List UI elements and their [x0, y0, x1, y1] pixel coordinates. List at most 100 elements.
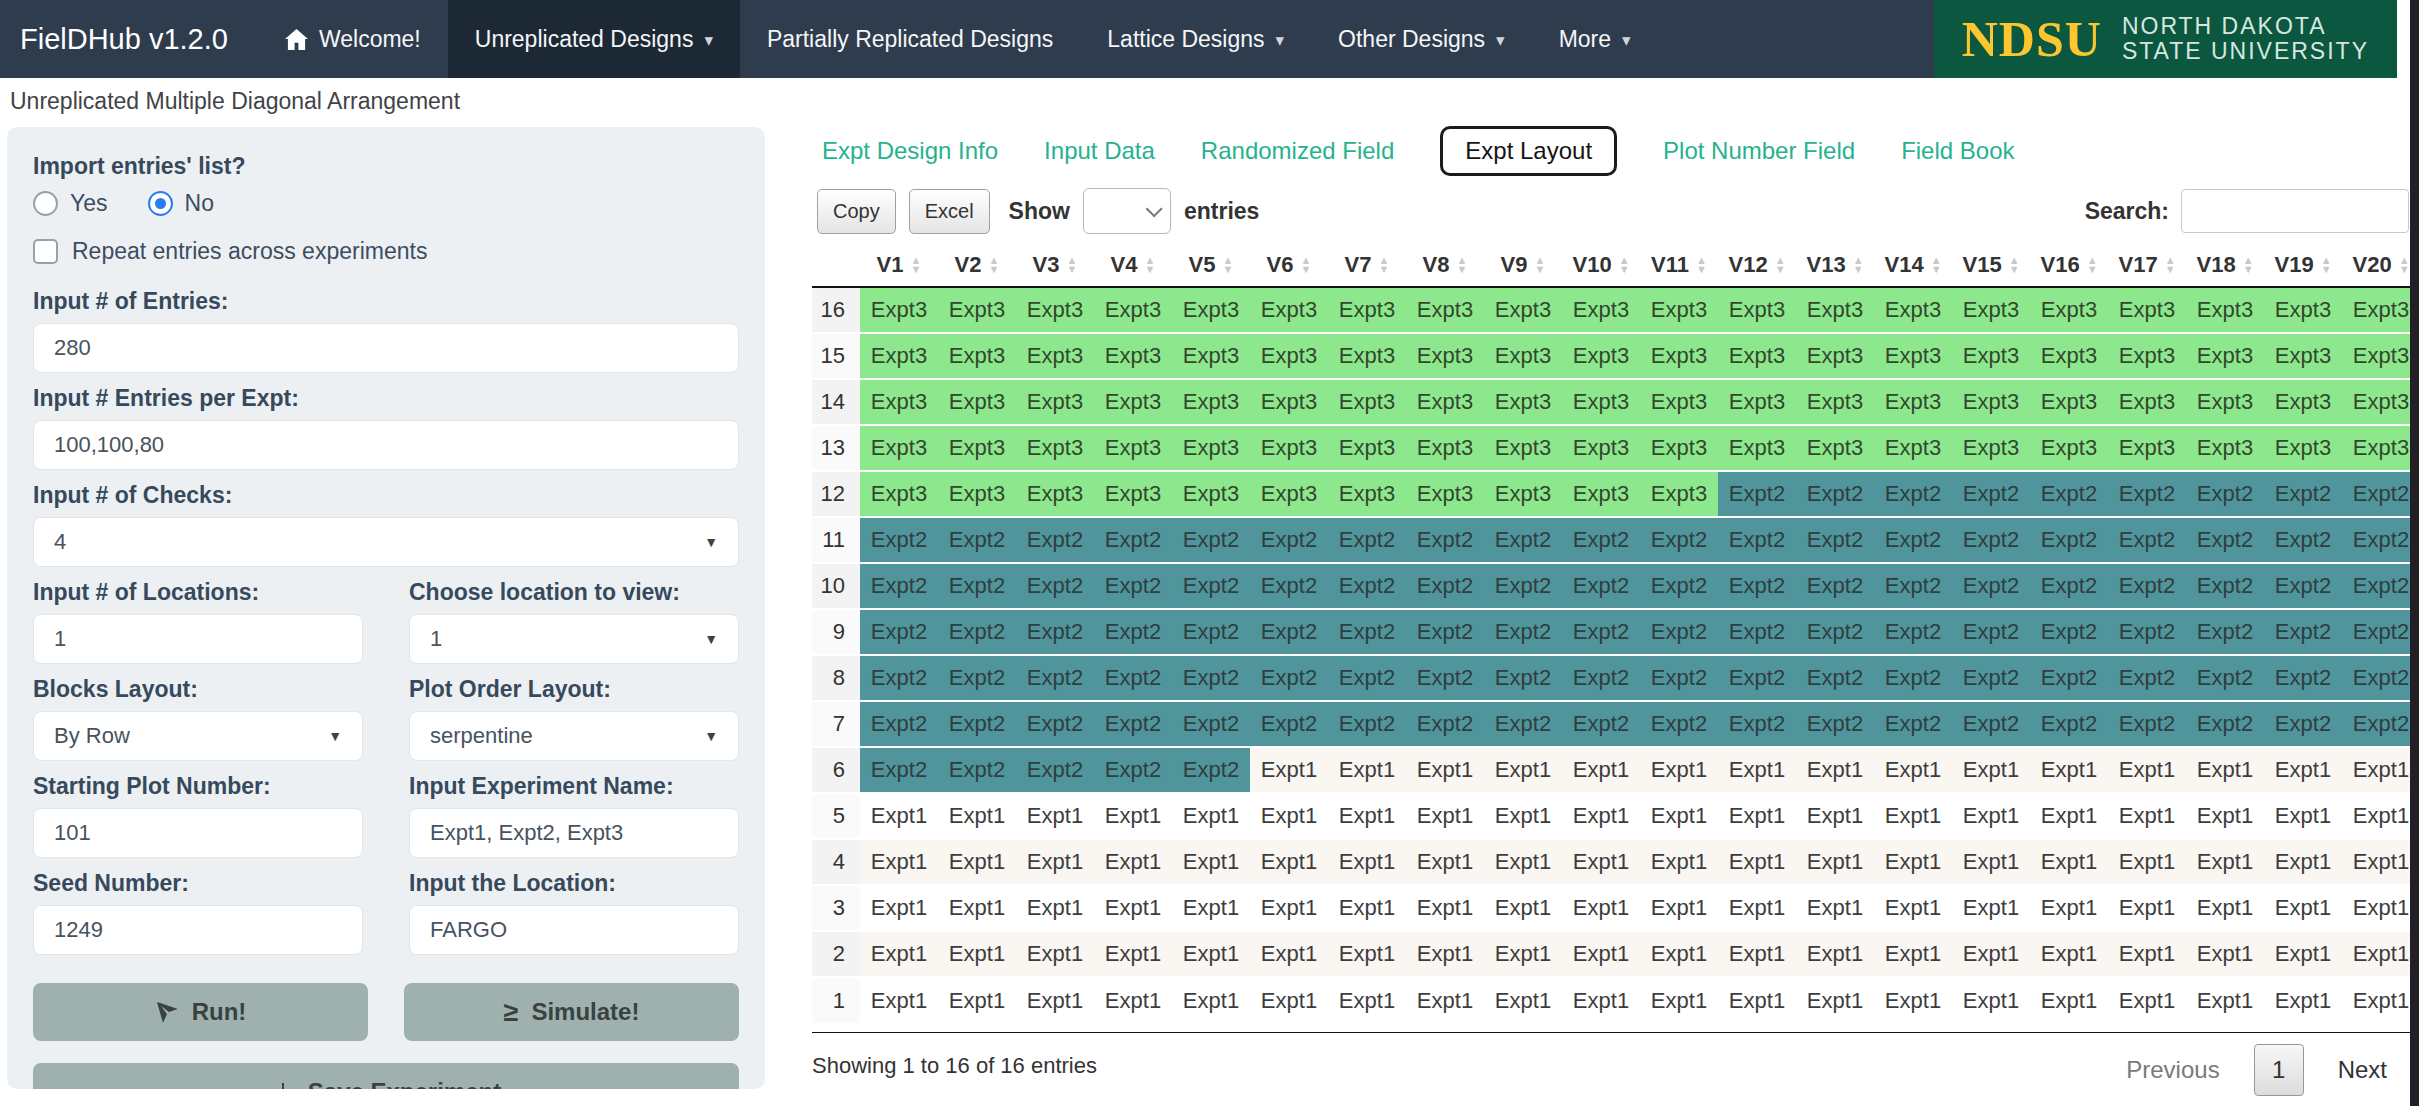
- column-header-v3[interactable]: V3▲▼: [1016, 243, 1094, 287]
- locations-input[interactable]: [33, 614, 363, 664]
- plot-cell: Expt1: [1484, 931, 1562, 977]
- column-header-v16[interactable]: V16▲▼: [2030, 243, 2108, 287]
- column-header-v19[interactable]: V19▲▼: [2264, 243, 2342, 287]
- checks-select-value: 4: [54, 529, 66, 555]
- blocks-layout-select[interactable]: By Row ▼: [33, 711, 363, 761]
- plot-cell: Expt2: [1484, 655, 1562, 701]
- column-label: V20: [2352, 252, 2391, 278]
- page-title: Unreplicated Multiple Diagonal Arrangeme…: [10, 88, 460, 115]
- tab-plot-number-field[interactable]: Plot Number Field: [1663, 128, 1855, 174]
- repeat-entries-checkbox[interactable]: [33, 239, 58, 264]
- plot-cell: Expt2: [1094, 563, 1172, 609]
- sort-icon: ▲▼: [1696, 256, 1707, 274]
- save-experiment-button[interactable]: Save Experiment: [33, 1063, 739, 1089]
- row-number: 5: [812, 793, 860, 839]
- table-row: 3Expt1Expt1Expt1Expt1Expt1Expt1Expt1Expt…: [812, 885, 2410, 931]
- column-header-v2[interactable]: V2▲▼: [938, 243, 1016, 287]
- plot-cell: Expt2: [938, 747, 1016, 793]
- column-header-v1[interactable]: V1▲▼: [860, 243, 938, 287]
- entries-input[interactable]: [33, 323, 739, 373]
- simulate-button[interactable]: ≥ Simulate!: [404, 983, 739, 1041]
- nav-item-unreplicated-designs[interactable]: Unreplicated Designs ▾: [448, 0, 740, 78]
- plot-cell: Expt1: [2264, 885, 2342, 931]
- excel-button[interactable]: Excel: [909, 189, 990, 234]
- tab-randomized-field[interactable]: Randomized Field: [1201, 128, 1394, 174]
- plot-cell: Expt3: [2186, 287, 2264, 333]
- column-header-v11[interactable]: V11▲▼: [1640, 243, 1718, 287]
- seed-number-input[interactable]: [33, 905, 363, 955]
- plot-cell: Expt1: [2342, 885, 2410, 931]
- run-button[interactable]: Run!: [33, 983, 368, 1041]
- plot-cell: Expt3: [1094, 471, 1172, 517]
- column-header-v9[interactable]: V9▲▼: [1484, 243, 1562, 287]
- column-header-v4[interactable]: V4▲▼: [1094, 243, 1172, 287]
- entries-per-expt-input[interactable]: [33, 420, 739, 470]
- location-input[interactable]: [409, 905, 739, 955]
- column-header-v15[interactable]: V15▲▼: [1952, 243, 2030, 287]
- column-header-v7[interactable]: V7▲▼: [1328, 243, 1406, 287]
- radio-option-no[interactable]: No: [148, 190, 214, 217]
- starting-plot-number-input[interactable]: [33, 808, 363, 858]
- column-header-v10[interactable]: V10▲▼: [1562, 243, 1640, 287]
- nav-item-more[interactable]: More ▾: [1532, 0, 1658, 78]
- nav-item-welcome[interactable]: Welcome!: [258, 0, 448, 78]
- plot-cell: Expt1: [1484, 885, 1562, 931]
- sidebar-panel: Import entries' list? Yes No Repeat entr…: [7, 127, 765, 1089]
- column-header-v12[interactable]: V12▲▼: [1718, 243, 1796, 287]
- column-header-v8[interactable]: V8▲▼: [1406, 243, 1484, 287]
- plot-cell: Expt1: [2108, 977, 2186, 1023]
- column-header-v17[interactable]: V17▲▼: [2108, 243, 2186, 287]
- location-to-view-select[interactable]: 1 ▼: [409, 614, 739, 664]
- plot-cell: Expt2: [860, 517, 938, 563]
- plot-cell: Expt1: [1952, 977, 2030, 1023]
- copy-button[interactable]: Copy: [817, 189, 896, 234]
- tab-field-book[interactable]: Field Book: [1901, 128, 2014, 174]
- nav-item-partially-replicated-designs[interactable]: Partially Replicated Designs: [740, 0, 1080, 78]
- column-header-v18[interactable]: V18▲▼: [2186, 243, 2264, 287]
- plot-cell: Expt2: [1094, 517, 1172, 563]
- radio-option-yes[interactable]: Yes: [33, 190, 108, 217]
- plot-cell: Expt1: [1718, 931, 1796, 977]
- radio-icon-yes[interactable]: [33, 191, 58, 216]
- column-header-v20[interactable]: V20▲▼: [2342, 243, 2410, 287]
- plot-cell: Expt1: [1796, 839, 1874, 885]
- plot-cell: Expt3: [860, 425, 938, 471]
- column-header-v14[interactable]: V14▲▼: [1874, 243, 1952, 287]
- checks-label: Input # of Checks:: [33, 482, 739, 508]
- plot-cell: Expt2: [1640, 609, 1718, 655]
- plot-cell: Expt1: [1484, 839, 1562, 885]
- column-header-v5[interactable]: V5▲▼: [1172, 243, 1250, 287]
- plot-cell: Expt1: [1796, 747, 1874, 793]
- tab-expt-layout[interactable]: Expt Layout: [1440, 126, 1617, 176]
- scrollbar-edge[interactable]: [2410, 0, 2419, 1106]
- plot-order-layout-select[interactable]: serpentine ▼: [409, 711, 739, 761]
- tab-input-data[interactable]: Input Data: [1044, 128, 1155, 174]
- plot-cell: Expt2: [1406, 701, 1484, 747]
- nav-item-label: Welcome!: [319, 26, 421, 53]
- nav-item-lattice-designs[interactable]: Lattice Designs ▾: [1080, 0, 1311, 78]
- plot-cell: Expt2: [1484, 609, 1562, 655]
- app-brand[interactable]: FielDHub v1.2.0: [0, 0, 258, 78]
- column-header-v13[interactable]: V13▲▼: [1796, 243, 1874, 287]
- plot-cell: Expt1: [1328, 931, 1406, 977]
- plot-cell: Expt3: [1094, 425, 1172, 471]
- next-page-button[interactable]: Next: [2338, 1056, 2387, 1084]
- show-entries-select[interactable]: [1083, 188, 1171, 234]
- experiment-name-input[interactable]: [409, 808, 739, 858]
- plot-cell: Expt2: [1952, 655, 2030, 701]
- plot-cell: Expt1: [1874, 793, 1952, 839]
- plot-cell: Expt2: [1172, 517, 1250, 563]
- radio-icon-no-selected[interactable]: [148, 191, 173, 216]
- plot-cell: Expt3: [1874, 333, 1952, 379]
- previous-page-button[interactable]: Previous: [2126, 1056, 2219, 1084]
- plot-cell: Expt3: [2108, 379, 2186, 425]
- column-header-v6[interactable]: V6▲▼: [1250, 243, 1328, 287]
- tab-expt-design-info[interactable]: Expt Design Info: [822, 128, 998, 174]
- checks-select[interactable]: 4 ▼: [33, 517, 739, 567]
- caret-down-icon: ▾: [704, 30, 713, 51]
- plot-cell: Expt3: [1718, 287, 1796, 333]
- search-input[interactable]: [2181, 189, 2409, 233]
- plot-cell: Expt1: [2264, 931, 2342, 977]
- page-number-button[interactable]: 1: [2254, 1044, 2304, 1096]
- nav-item-other-designs[interactable]: Other Designs ▾: [1311, 0, 1532, 78]
